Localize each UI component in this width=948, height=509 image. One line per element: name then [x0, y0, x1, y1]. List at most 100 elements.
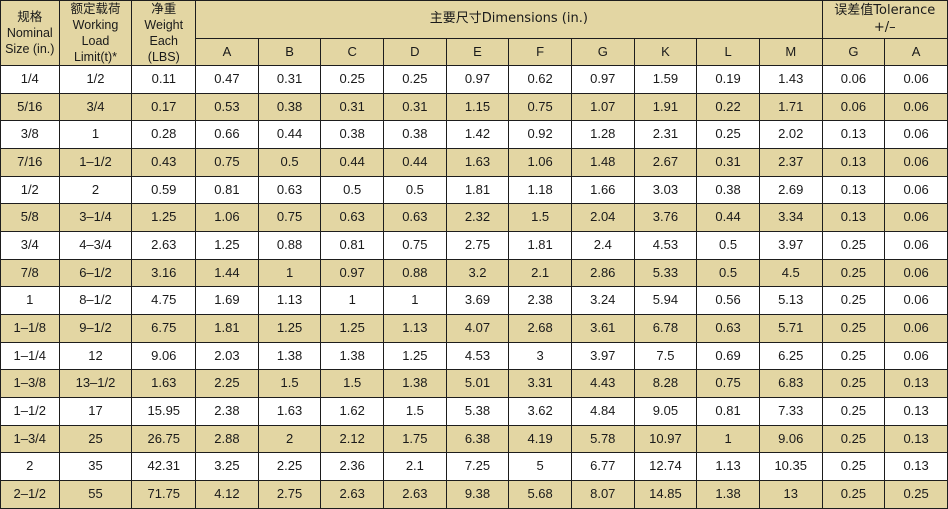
- cell-dim-e: 3.2: [445, 258, 510, 288]
- cell-dim-m: 9.06: [758, 424, 823, 454]
- cell-dim-d: 0.63: [383, 203, 447, 233]
- cell-weight-each: 26.75: [131, 424, 197, 454]
- cell-dim-b: 2.25: [257, 452, 322, 482]
- cell-dim-a: 1.25: [195, 231, 259, 260]
- cell-weight-each: 42.31: [131, 452, 197, 482]
- cell-dim-c: 1.5: [320, 369, 385, 399]
- cell-dim-l: 0.31: [696, 148, 760, 177]
- cell-dim-f: 3: [508, 341, 572, 371]
- cell-dim-m: 2.69: [758, 175, 823, 205]
- cell-tol-g: 0.25: [821, 424, 886, 454]
- cell-dim-g: 2.4: [570, 231, 635, 260]
- cell-dim-g: 0.97: [570, 65, 635, 94]
- cell-dim-a: 2.38: [195, 397, 259, 426]
- cell-nominal-size: 3/4: [0, 231, 60, 260]
- table-row: 2–1/2 55 71.75 4.12 2.75 2.63 2.63 9.38 5.68 8.07…: [0, 480, 948, 509]
- cell-dim-m: 1.71: [758, 92, 823, 122]
- cell-dim-g: 3.24: [570, 286, 635, 316]
- cell-tol-g: 0.25: [821, 286, 886, 316]
- cell-weight-each: 1.25: [131, 203, 197, 233]
- cell-tol-a: 0.06: [884, 65, 948, 94]
- cell-tol-a: 0.13: [884, 397, 948, 426]
- cell-dim-g: 4.43: [570, 369, 635, 399]
- cell-dim-c: 0.44: [320, 148, 385, 177]
- cell-dim-e: 5.38: [445, 397, 510, 426]
- cell-working-load-limit: 3/4: [58, 92, 133, 122]
- cell-dim-k: 12.74: [633, 452, 698, 482]
- cell-dim-g: 1.28: [570, 120, 635, 150]
- cell-dim-a: 4.12: [195, 480, 259, 509]
- cell-tol-a: 0.06: [884, 286, 948, 316]
- cell-nominal-size: 1–1/8: [0, 314, 60, 343]
- cell-tol-a: 0.06: [884, 92, 948, 122]
- cell-dim-m: 10.35: [758, 452, 823, 482]
- header-dim-b: B: [257, 38, 322, 66]
- cell-tol-g: 0.25: [821, 452, 886, 482]
- cell-dim-k: 3.76: [633, 203, 698, 233]
- cell-tol-g: 0.06: [821, 65, 886, 94]
- cell-dim-l: 1.38: [696, 480, 760, 509]
- cell-working-load-limit: 55: [58, 480, 133, 509]
- header-weight-cjk: 净重: [151, 1, 177, 17]
- cell-dim-l: 0.25: [696, 120, 760, 150]
- cell-weight-each: 6.75: [131, 314, 197, 343]
- cell-dim-f: 2.68: [508, 314, 572, 343]
- cell-dim-a: 1.06: [195, 203, 259, 233]
- header-tolerance-group: 误差值Tolerance +/–: [821, 0, 948, 39]
- cell-dim-a: 0.47: [195, 65, 259, 94]
- cell-dim-b: 0.31: [257, 65, 322, 94]
- table-row: 2 35 42.31 3.25 2.25 2.36 2.1 7.25 5 6.77 12.74 1.1…: [0, 452, 948, 482]
- cell-dim-k: 5.33: [633, 258, 698, 288]
- cell-tol-g: 0.25: [821, 231, 886, 260]
- header-wll-cjk: 额定载荷: [70, 1, 121, 17]
- cell-dim-g: 3.97: [570, 341, 635, 371]
- cell-dim-m: 7.33: [758, 397, 823, 426]
- cell-dim-l: 0.75: [696, 369, 760, 399]
- cell-tol-a: 0.06: [884, 148, 948, 177]
- cell-dim-k: 3.03: [633, 175, 698, 205]
- cell-dim-a: 2.03: [195, 341, 259, 371]
- cell-tol-a: 0.06: [884, 258, 948, 288]
- cell-dim-a: 3.25: [195, 452, 259, 482]
- cell-dim-m: 5.71: [758, 314, 823, 343]
- header-dim-f: F: [508, 38, 572, 66]
- cell-dim-k: 2.31: [633, 120, 698, 150]
- cell-dim-f: 1.81: [508, 231, 572, 260]
- cell-tol-a: 0.06: [884, 341, 948, 371]
- cell-weight-each: 9.06: [131, 341, 197, 371]
- cell-tol-a: 0.13: [884, 424, 948, 454]
- cell-dim-g: 1.66: [570, 175, 635, 205]
- cell-weight-each: 0.11: [131, 65, 197, 94]
- cell-dim-k: 6.78: [633, 314, 698, 343]
- cell-tol-g: 0.25: [821, 341, 886, 371]
- cell-dim-c: 0.38: [320, 120, 385, 150]
- cell-dim-d: 0.75: [383, 231, 447, 260]
- cell-dim-d: 0.5: [383, 175, 447, 205]
- cell-working-load-limit: 3–1/4: [58, 203, 133, 233]
- cell-weight-each: 71.75: [131, 480, 197, 509]
- cell-dim-c: 0.81: [320, 231, 385, 260]
- cell-dim-a: 0.75: [195, 148, 259, 177]
- cell-tol-g: 0.13: [821, 175, 886, 205]
- cell-tol-g: 0.25: [821, 397, 886, 426]
- cell-dim-c: 0.63: [320, 203, 385, 233]
- cell-dim-c: 2.36: [320, 452, 385, 482]
- cell-dim-m: 4.5: [758, 258, 823, 288]
- cell-tol-a: 0.06: [884, 231, 948, 260]
- table-row: 5/8 3–1/4 1.25 1.06 0.75 0.63 0.63 2.32 1.5 2.04 3…: [0, 203, 948, 233]
- cell-working-load-limit: 1/2: [58, 65, 133, 94]
- cell-dim-g: 4.84: [570, 397, 635, 426]
- cell-dim-g: 1.48: [570, 148, 635, 177]
- cell-tol-g: 0.25: [821, 314, 886, 343]
- table-body: 1/4 1/2 0.11 0.47 0.31 0.25 0.25 0.97 0.62 0.97 1.…: [0, 65, 948, 509]
- cell-dim-l: 0.5: [696, 258, 760, 288]
- cell-tol-a: 0.06: [884, 314, 948, 343]
- cell-dim-d: 1: [383, 286, 447, 316]
- cell-dim-c: 0.31: [320, 92, 385, 122]
- cell-dim-g: 3.61: [570, 314, 635, 343]
- cell-dim-m: 5.13: [758, 286, 823, 316]
- cell-dim-c: 1: [320, 286, 385, 316]
- cell-nominal-size: 1/4: [0, 65, 60, 94]
- cell-dim-e: 1.63: [445, 148, 510, 177]
- header-nominal-size-cjk: 规格: [17, 9, 43, 24]
